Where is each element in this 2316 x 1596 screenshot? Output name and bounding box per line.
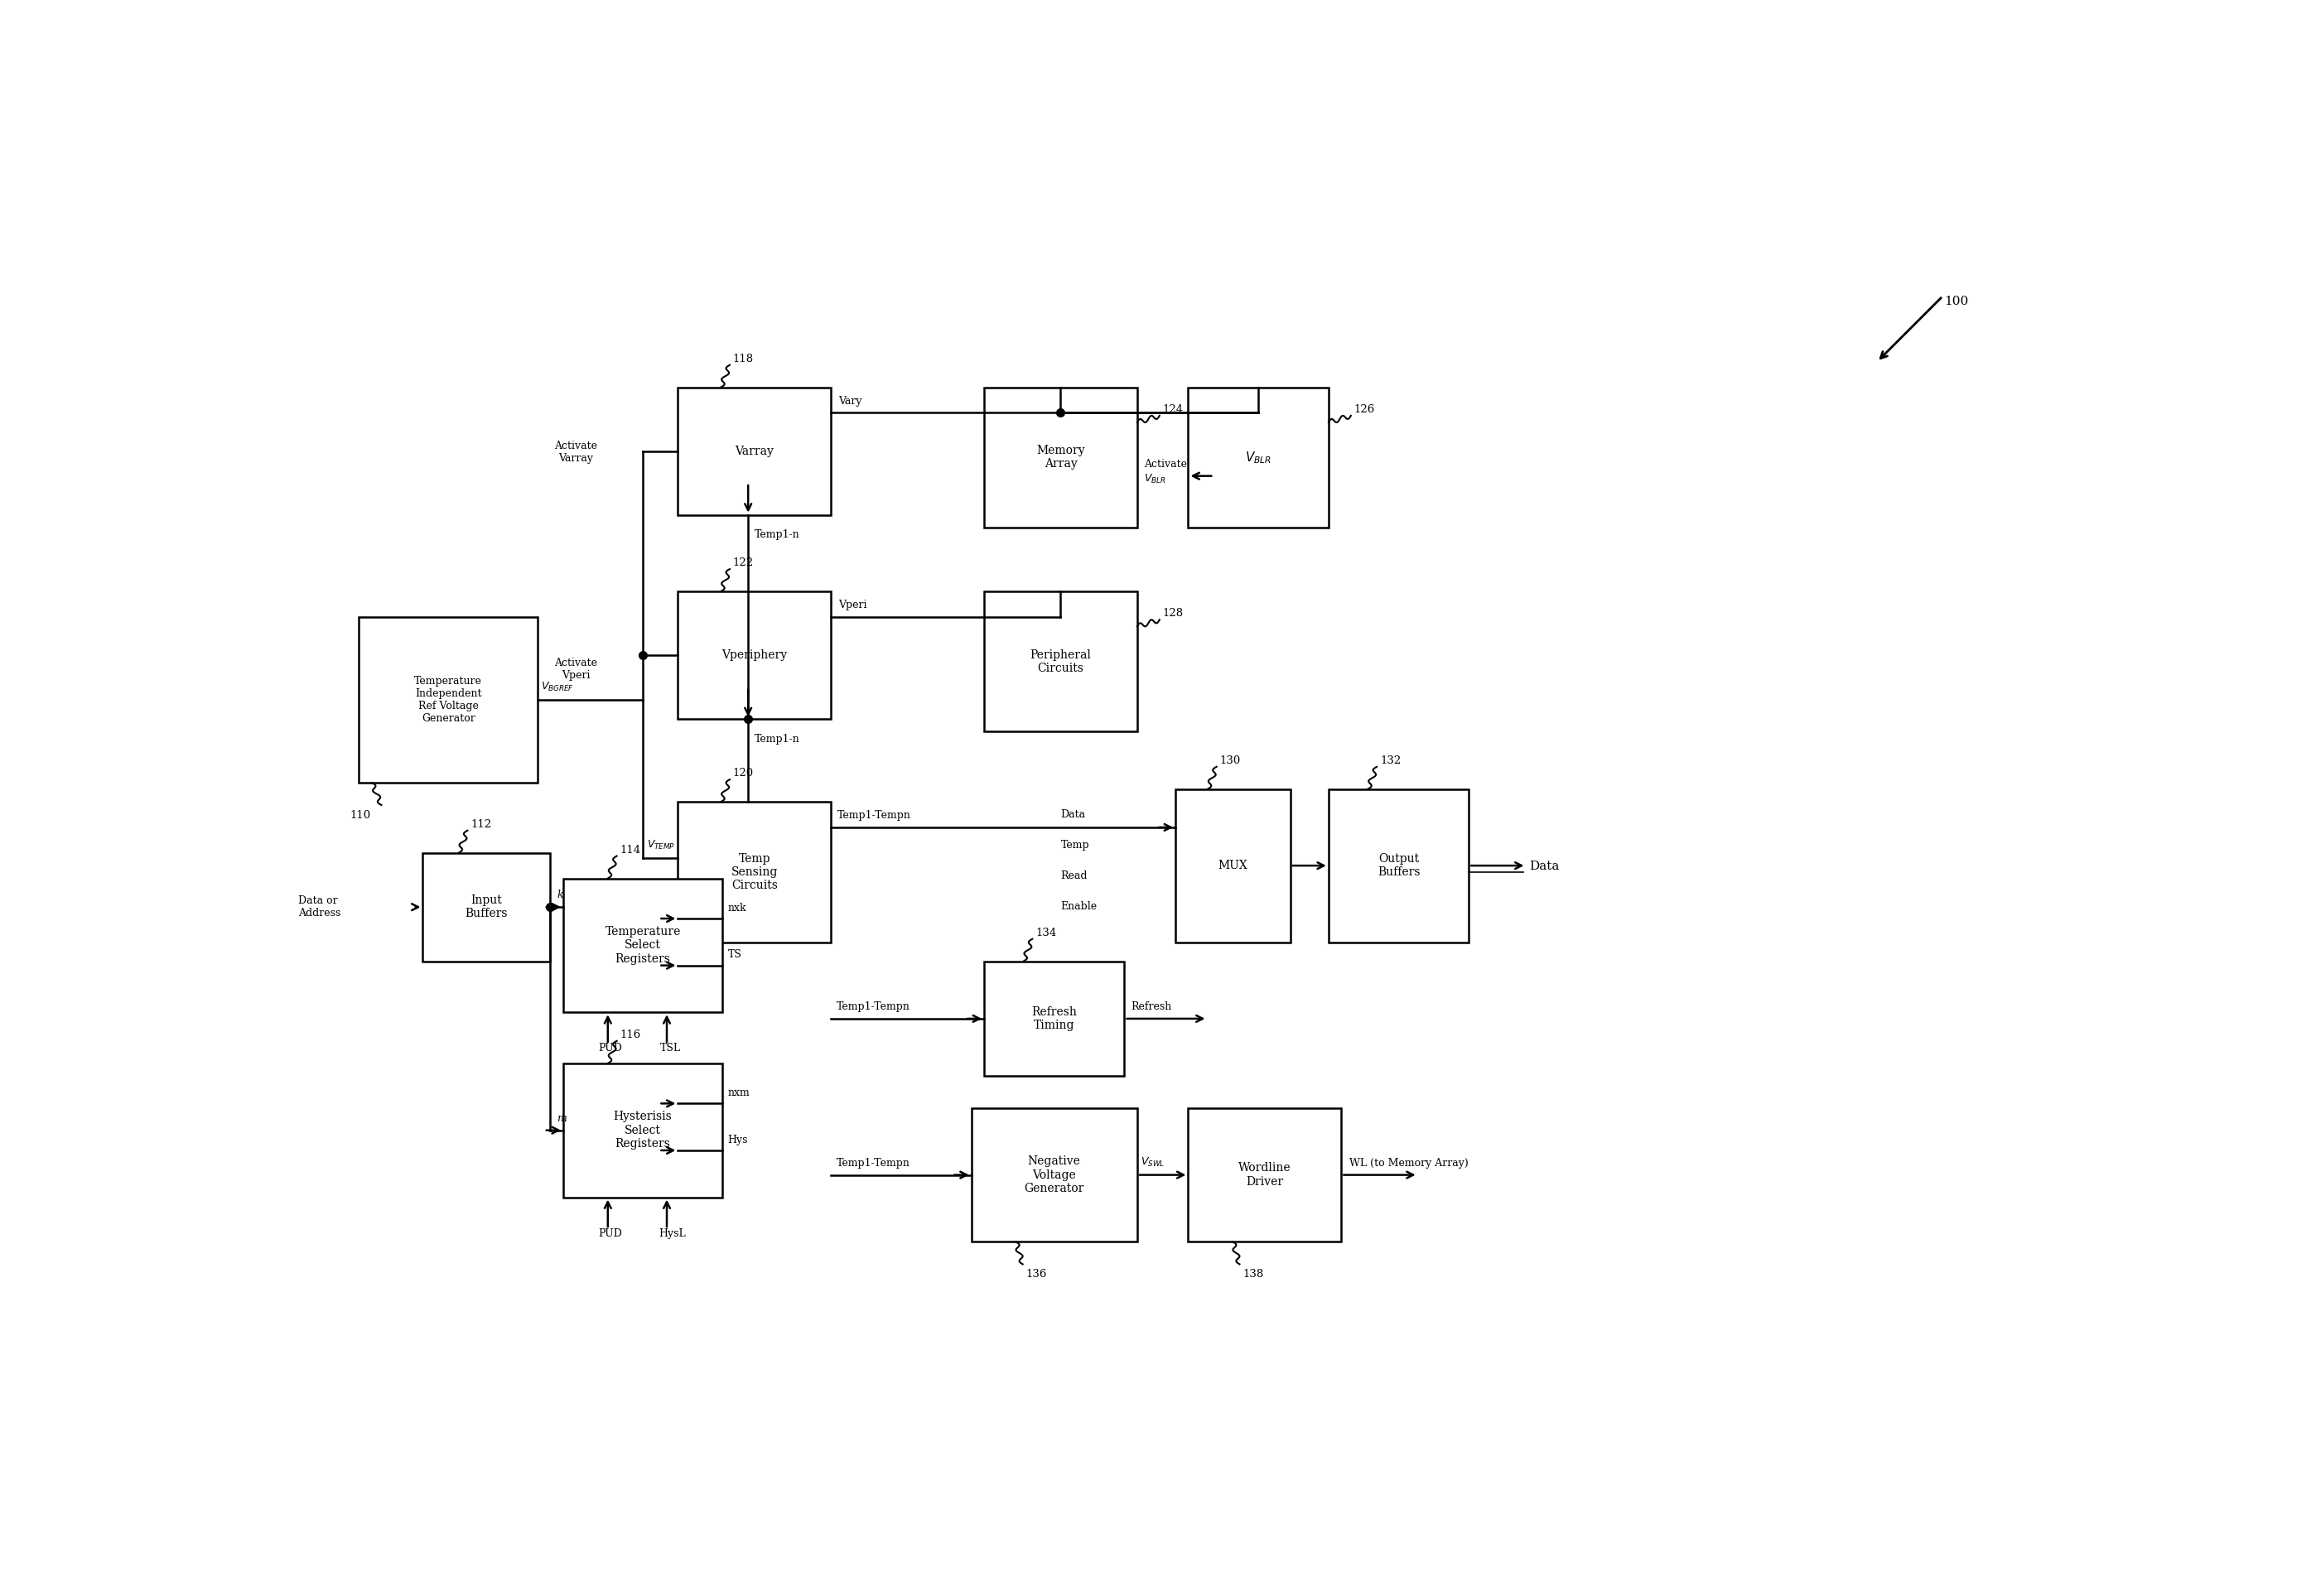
Text: Temp1-Tempn: Temp1-Tempn <box>836 1157 910 1168</box>
Text: Wordline
Driver: Wordline Driver <box>1239 1162 1290 1187</box>
Text: Negative
Voltage
Generator: Negative Voltage Generator <box>1024 1156 1084 1194</box>
Text: Varray: Varray <box>734 445 774 456</box>
Text: Vperiphery: Vperiphery <box>723 650 787 661</box>
Text: Activate
Vperi: Activate Vperi <box>554 658 598 680</box>
Text: Temperature
Independent
Ref Voltage
Generator: Temperature Independent Ref Voltage Gene… <box>415 675 482 725</box>
Text: 112: 112 <box>470 819 491 830</box>
Text: 130: 130 <box>1221 755 1241 766</box>
Text: Vperi: Vperi <box>838 600 866 611</box>
Bar <box>1188 388 1329 528</box>
Text: 126: 126 <box>1355 404 1376 415</box>
Text: Hysterisis
Select
Registers: Hysterisis Select Registers <box>614 1111 672 1149</box>
Text: Temp1-Tempn: Temp1-Tempn <box>838 811 910 820</box>
Text: 136: 136 <box>1026 1269 1047 1280</box>
Text: Activate
Varray: Activate Varray <box>554 440 598 464</box>
Text: Temp
Sensing
Circuits: Temp Sensing Circuits <box>732 852 778 891</box>
Bar <box>563 878 723 1012</box>
Text: PUD: PUD <box>598 1227 623 1238</box>
Bar <box>970 1108 1137 1242</box>
Text: 122: 122 <box>732 557 753 568</box>
Text: Temp1-Tempn: Temp1-Tempn <box>836 1002 910 1012</box>
Bar <box>984 961 1126 1076</box>
Text: Hys: Hys <box>727 1135 748 1146</box>
Text: Data or
Address: Data or Address <box>299 895 340 919</box>
Text: $V_{BGREF}$: $V_{BGREF}$ <box>542 681 574 693</box>
Text: 138: 138 <box>1244 1269 1265 1280</box>
Text: Memory
Array: Memory Array <box>1035 445 1084 469</box>
Text: nxk: nxk <box>727 903 746 913</box>
Text: Vary: Vary <box>838 396 862 407</box>
Text: 120: 120 <box>732 768 753 779</box>
Bar <box>1177 788 1290 942</box>
Text: Enable: Enable <box>1061 900 1098 911</box>
Text: Temp1-n: Temp1-n <box>755 734 799 744</box>
Text: $V_{SWL}$: $V_{SWL}$ <box>1139 1156 1165 1168</box>
Bar <box>984 592 1137 731</box>
Text: $V_{BLR}$: $V_{BLR}$ <box>1144 472 1165 485</box>
Text: 128: 128 <box>1163 608 1183 619</box>
Bar <box>1188 1108 1341 1242</box>
Bar <box>679 801 831 942</box>
Text: Refresh
Timing: Refresh Timing <box>1031 1005 1077 1031</box>
Text: TSL: TSL <box>660 1042 681 1053</box>
Text: Refresh: Refresh <box>1130 1002 1172 1012</box>
Text: MUX: MUX <box>1218 860 1248 871</box>
Text: 100: 100 <box>1943 295 1969 308</box>
Text: Activate: Activate <box>1144 458 1186 469</box>
Text: Output
Buffers: Output Buffers <box>1378 854 1420 878</box>
Bar <box>424 852 551 961</box>
Bar <box>1329 788 1468 942</box>
Text: Data: Data <box>1061 809 1086 820</box>
Text: Input
Buffers: Input Buffers <box>466 894 507 919</box>
Text: PUD: PUD <box>598 1042 623 1053</box>
Text: Temperature
Select
Registers: Temperature Select Registers <box>604 926 681 964</box>
Text: k: k <box>556 891 563 900</box>
Text: 134: 134 <box>1035 927 1056 938</box>
Text: $V_{TEMP}$: $V_{TEMP}$ <box>646 839 674 852</box>
Bar <box>359 618 537 782</box>
Text: 132: 132 <box>1380 755 1401 766</box>
Text: 116: 116 <box>621 1029 642 1041</box>
Text: nxm: nxm <box>727 1087 750 1098</box>
Text: Data: Data <box>1529 860 1559 871</box>
Text: WL (to Memory Array): WL (to Memory Array) <box>1348 1157 1468 1168</box>
Text: Peripheral
Circuits: Peripheral Circuits <box>1031 650 1091 674</box>
Text: TS: TS <box>727 950 741 961</box>
Text: HysL: HysL <box>660 1227 686 1238</box>
Bar <box>984 388 1137 528</box>
Text: m: m <box>556 1112 567 1124</box>
Text: Read: Read <box>1061 870 1089 881</box>
Bar <box>679 388 831 516</box>
Text: $V_{BLR}$: $V_{BLR}$ <box>1246 450 1271 464</box>
Text: Temp: Temp <box>1061 839 1089 851</box>
Bar <box>679 592 831 718</box>
Text: 124: 124 <box>1163 404 1183 415</box>
Bar <box>563 1063 723 1197</box>
Text: 110: 110 <box>350 811 371 820</box>
Text: 118: 118 <box>732 353 753 364</box>
Text: Temp1-n: Temp1-n <box>755 530 799 541</box>
Text: 114: 114 <box>621 844 642 855</box>
